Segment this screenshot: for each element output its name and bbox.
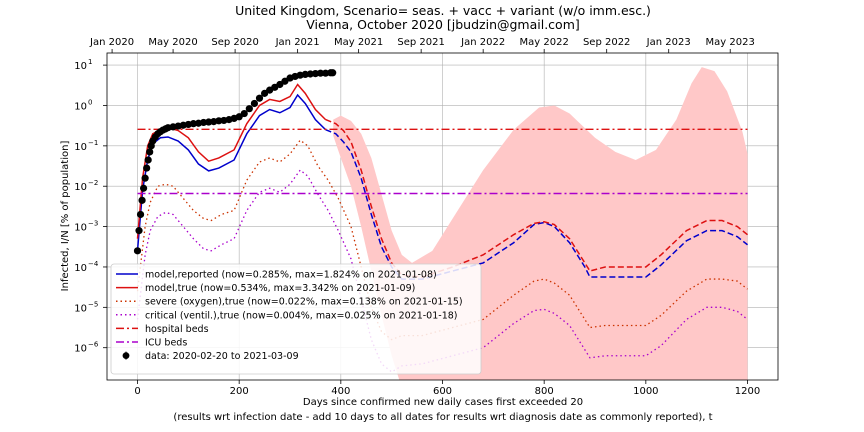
y-tick-label: 10: [74, 182, 87, 193]
legend-box: [110, 263, 482, 375]
y-tick-exponent: −5: [88, 300, 98, 308]
y-tick-label: 10: [74, 61, 87, 72]
legend-label: severe (oxygen),true (now=0.022%, max=0.…: [145, 297, 463, 308]
x-tick-label: 1200: [735, 386, 760, 397]
data-point: [143, 164, 151, 172]
legend-label: ICU beds: [145, 338, 187, 349]
chart-title-line2: Vienna, October 2020 [jbudzin@gmail.com]: [306, 17, 580, 32]
legend-label: model,true (now=0.534%, max=3.342% on 20…: [145, 283, 415, 294]
top-tick-label: Sep 2021: [397, 37, 444, 48]
y-axis-label: Infected, I/N [% of population]: [60, 141, 71, 292]
data-point: [133, 247, 142, 255]
legend-entry: ICU beds: [116, 338, 187, 349]
y-tick-exponent: −2: [88, 179, 98, 187]
top-tick-label: May 2022: [520, 37, 569, 48]
top-tick-label: Sep 2022: [583, 37, 630, 48]
y-tick-label: 10: [74, 303, 87, 314]
x-tick-label: 400: [331, 386, 350, 397]
x-axis-ticks: 0 200 400 600 800 1000 1200: [134, 380, 760, 397]
data-point: [136, 210, 145, 219]
legend: model,reported (now=0.285%, max=1.824% o…: [110, 263, 482, 375]
legend-label: critical (ventil.),true (now=0.004%, max…: [145, 310, 458, 321]
data-point: [138, 196, 146, 204]
chart-title-line1: United Kingdom, Scenario= seas. + vacc +…: [235, 3, 651, 18]
y-tick-exponent: 0: [88, 98, 92, 106]
x-tick-label: 1000: [633, 386, 658, 397]
y-tick-exponent: −3: [88, 220, 98, 228]
legend-entry: data: 2020-02-20 to 2021-03-09: [122, 351, 299, 362]
data-point: [146, 148, 154, 156]
top-tick-label: May 2020: [148, 37, 197, 48]
legend-entry: critical (ventil.),true (now=0.004%, max…: [116, 310, 458, 321]
data-point: [250, 99, 259, 108]
top-tick-label: Jan 2021: [275, 37, 320, 48]
y-tick-exponent: −4: [88, 260, 99, 268]
y-tick-label: 10: [74, 263, 87, 274]
y-tick-exponent: −6: [88, 341, 99, 349]
legend-label: hospital beds: [145, 324, 209, 335]
top-tick-label: Jan 2022: [460, 37, 505, 48]
top-tick-label: May 2023: [706, 37, 755, 48]
data-point: [140, 184, 148, 192]
legend-entry: severe (oxygen),true (now=0.022%, max=0.…: [116, 297, 463, 308]
top-tick-label: May 2021: [334, 37, 383, 48]
data-point: [316, 69, 325, 77]
data-point: [135, 227, 143, 235]
y-tick-label: 10: [74, 101, 87, 112]
legend-entry: hospital beds: [116, 324, 209, 335]
y-tick-label: 10: [74, 344, 87, 355]
x-tick-label: 200: [230, 386, 249, 397]
legend-entry: model,reported (now=0.285%, max=1.824% o…: [116, 270, 437, 281]
top-tick-label: Sep 2020: [211, 37, 258, 48]
data-point: [255, 94, 264, 102]
data-point: [240, 109, 248, 118]
data-point: [144, 156, 152, 164]
y-tick-exponent: −1: [88, 139, 98, 147]
x-tick-label: 0: [134, 386, 140, 397]
legend-label: data: 2020-02-20 to 2021-03-09: [145, 351, 299, 362]
y-tick-label: 10: [74, 142, 87, 153]
x-tick-label: 800: [535, 386, 554, 397]
legend-swatch-marker: [122, 352, 130, 359]
data-point: [245, 105, 253, 113]
x-axis-label: Days since confirmed new daily cases fir…: [303, 397, 583, 408]
top-date-axis: Jan 2020 May 2020 Sep 2020 Jan 2021 May 2021…: [89, 37, 755, 53]
legend-label: model,reported (now=0.285%, max=1.824% o…: [145, 270, 437, 281]
y-tick-exponent: 1: [88, 58, 92, 66]
series-projection-0: [325, 129, 748, 280]
data-point: [329, 69, 337, 77]
y-tick-label: 10: [74, 223, 87, 234]
top-tick-label: Jan 2023: [646, 37, 691, 48]
data-point: [141, 174, 149, 182]
x-tick-label: 600: [433, 386, 452, 397]
legend-entry: model,true (now=0.534%, max=3.342% on 20…: [116, 283, 415, 294]
x-axis-label-note: (results wrt infection date - add 10 day…: [173, 412, 712, 423]
series-projection-1: [325, 118, 748, 278]
top-tick-label: Jan 2020: [89, 37, 134, 48]
observed-data-points: [133, 69, 337, 255]
